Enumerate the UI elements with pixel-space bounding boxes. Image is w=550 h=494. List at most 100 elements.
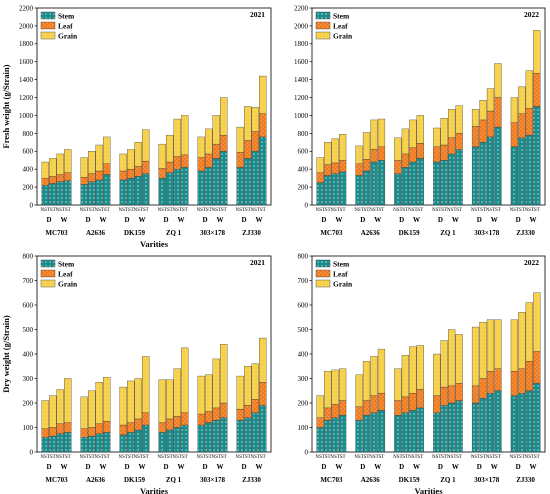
- y-tick-label: 200: [298, 183, 309, 191]
- treatment-label: NST: [236, 455, 245, 460]
- treatment-label: ST: [519, 455, 525, 460]
- bar-stem: [119, 179, 127, 206]
- treatment-label: NST: [393, 455, 402, 460]
- bar-leaf: [471, 126, 480, 147]
- bar-stem: [409, 161, 417, 206]
- y-tick-label: 1000: [19, 112, 34, 120]
- bar-grain: [259, 337, 267, 383]
- bar-leaf: [181, 154, 189, 168]
- chart-panel-3: 0 100 200 300 400 500 600 700 800 Dry weight (g/S…: [1, 252, 272, 494]
- treatment-label: NST: [119, 208, 128, 213]
- treatment-label: ST: [379, 455, 385, 460]
- bar-stem: [455, 149, 463, 206]
- treatment-label: ST: [456, 208, 462, 213]
- variety-label: ZQ 1: [440, 476, 456, 484]
- group-label-w: W: [61, 216, 68, 224]
- y-tick-label: 800: [23, 252, 34, 260]
- group-label-w: W: [61, 463, 68, 471]
- bar-stem: [471, 402, 480, 453]
- treatment-label: NST: [315, 455, 324, 460]
- group-label-d: D: [241, 463, 246, 471]
- variety-label: MC703: [45, 476, 68, 484]
- group-label-d: D: [438, 216, 443, 224]
- y-tick-label: 0: [30, 448, 34, 456]
- bar-leaf: [409, 147, 417, 163]
- bar-grain: [518, 312, 526, 369]
- treatment-label: NST: [56, 208, 65, 213]
- y-tick-label: 200: [23, 399, 34, 407]
- treatment-label: NST: [393, 208, 402, 213]
- y-tick-label: 600: [298, 301, 309, 309]
- treatment-label: NST: [369, 208, 378, 213]
- bar-leaf: [394, 160, 402, 174]
- bar-stem: [433, 161, 441, 206]
- bar-grain: [41, 400, 49, 429]
- y-tick-label: 1200: [294, 94, 309, 102]
- bar-grain: [80, 157, 88, 178]
- bar-leaf: [471, 385, 480, 404]
- bar-grain: [377, 348, 386, 394]
- bar-grain: [510, 319, 518, 372]
- y-tick-label: 800: [298, 252, 309, 260]
- bar-leaf: [494, 368, 502, 391]
- treatment-label: NST: [173, 455, 182, 460]
- bar-leaf: [518, 368, 526, 394]
- bar-grain: [212, 358, 220, 409]
- bar-stem: [212, 419, 220, 453]
- bar-grain: [486, 319, 495, 372]
- bar-stem: [533, 383, 541, 453]
- bar-stem: [518, 137, 526, 206]
- treatment-label: NST: [447, 208, 456, 213]
- legend-grain-swatch: [315, 279, 331, 288]
- bar-leaf: [212, 143, 220, 159]
- bar-leaf: [494, 97, 502, 128]
- bar-leaf: [486, 370, 495, 394]
- bar-grain: [236, 375, 244, 410]
- bar-grain: [244, 106, 252, 141]
- treatment-label: ST: [417, 455, 423, 460]
- bar-leaf: [103, 163, 111, 175]
- variety-label: 303×178: [200, 476, 225, 484]
- treatment-label: ST: [402, 455, 408, 460]
- bar-leaf: [479, 119, 487, 143]
- treatment-label: ST: [480, 208, 486, 213]
- y-tick-label: 800: [298, 130, 309, 138]
- bar-leaf: [236, 408, 244, 421]
- y-tick-label: 600: [298, 148, 309, 156]
- bar-grain: [510, 97, 518, 123]
- treatment-label: ST: [182, 455, 188, 460]
- bar-leaf: [56, 423, 64, 434]
- bar-stem: [95, 179, 103, 206]
- bar-stem: [409, 410, 417, 453]
- legend-stem-swatch: [40, 259, 56, 268]
- bar-stem: [181, 167, 189, 206]
- bar-stem: [331, 173, 339, 206]
- bar-grain: [103, 136, 111, 164]
- bar-leaf: [377, 393, 386, 411]
- bar-leaf: [251, 131, 259, 152]
- bar-stem: [80, 184, 88, 206]
- treatment-label: NST: [432, 208, 441, 213]
- bar-stem: [205, 167, 213, 206]
- bar-grain: [166, 134, 174, 163]
- bar-stem: [533, 106, 541, 206]
- bar-leaf: [331, 404, 339, 418]
- bar-leaf: [362, 159, 371, 172]
- bar-grain: [119, 386, 127, 426]
- variety-label: ZJ330: [242, 476, 261, 484]
- bar-stem: [316, 182, 324, 206]
- bar-stem: [49, 183, 57, 206]
- bar-stem: [355, 175, 363, 206]
- bar-stem: [448, 153, 456, 206]
- treatment-label: NST: [158, 455, 167, 460]
- group-label-w: W: [178, 463, 185, 471]
- y-tick-label: 2200: [19, 4, 34, 12]
- treatment-label: NST: [41, 208, 50, 213]
- bar-leaf: [510, 370, 518, 396]
- group-label-w: W: [374, 463, 381, 471]
- treatment-label: ST: [441, 455, 447, 460]
- bar-grain: [244, 366, 252, 406]
- y-tick-label: 600: [23, 148, 34, 156]
- legend-grain-swatch: [315, 31, 331, 40]
- bar-grain: [88, 390, 96, 428]
